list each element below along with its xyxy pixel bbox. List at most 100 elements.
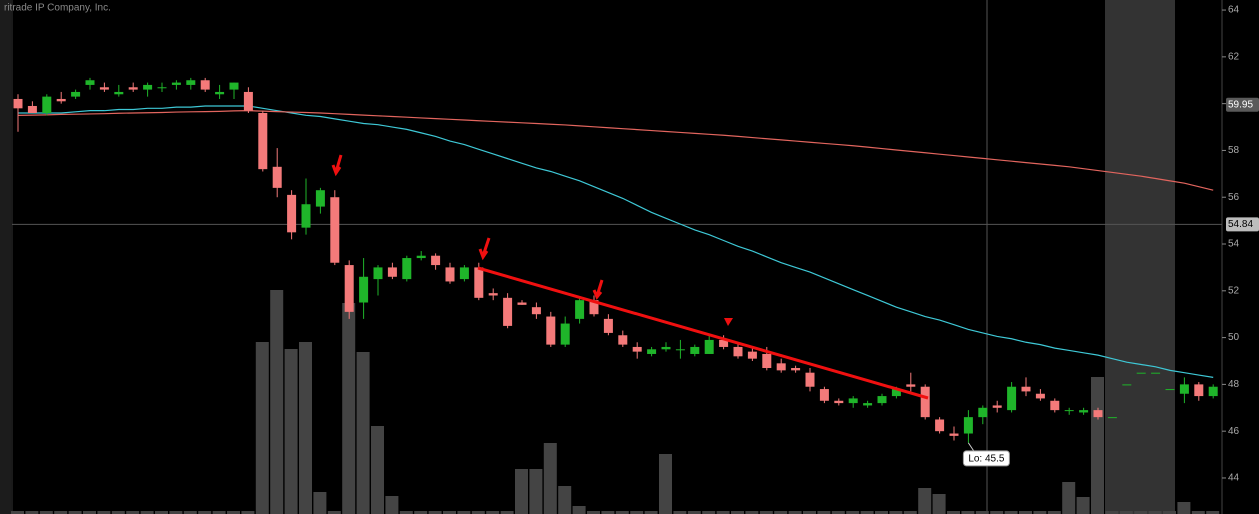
volume-bar xyxy=(659,454,672,514)
volume-bar xyxy=(687,511,701,514)
volume-bar xyxy=(83,511,96,514)
candle-body xyxy=(157,87,167,89)
candle-body xyxy=(503,297,513,326)
volume-bar xyxy=(11,511,24,514)
candle-body xyxy=(99,87,109,90)
volume-bar xyxy=(97,511,111,514)
y-tick-label: 44 xyxy=(1228,473,1240,484)
candle-body xyxy=(272,166,282,188)
candle-body xyxy=(128,87,138,90)
volume-bar xyxy=(111,511,125,514)
y-tick-label: 64 xyxy=(1228,5,1240,16)
annotations xyxy=(331,154,929,400)
volume-bar xyxy=(572,506,586,514)
volume-bar xyxy=(1047,511,1061,514)
price-label: 54.84 xyxy=(1228,219,1253,230)
volume-bar xyxy=(155,511,168,514)
watermark: ritrade IP Company, Inc. xyxy=(4,3,111,14)
volume-bar xyxy=(284,349,298,514)
volume-bar xyxy=(1091,377,1104,514)
candle-body xyxy=(431,255,441,266)
volume-bar xyxy=(860,511,874,514)
volume-bar xyxy=(270,290,284,514)
candle-body xyxy=(575,300,585,319)
volume-bar xyxy=(241,511,255,514)
candle-body xyxy=(1007,386,1017,411)
extended-hours-shade xyxy=(1105,0,1175,514)
candle-body xyxy=(1064,410,1074,412)
candle-body xyxy=(229,82,239,90)
volume-bar xyxy=(961,511,975,514)
arrow xyxy=(478,237,491,261)
candle-body xyxy=(690,346,700,354)
candle-body xyxy=(387,267,397,277)
candle-body xyxy=(906,384,916,387)
volume-bar xyxy=(558,486,572,514)
candle-body xyxy=(863,403,873,406)
volume-bar xyxy=(587,511,600,514)
volume-bar xyxy=(385,496,399,514)
volume-bar xyxy=(515,469,528,514)
volume-bar xyxy=(1019,511,1032,514)
candle-body xyxy=(1021,386,1031,392)
candle-body xyxy=(920,386,930,418)
candle-body xyxy=(215,91,225,95)
volume-bar xyxy=(54,511,68,514)
candle-body xyxy=(877,396,887,404)
volume-bar xyxy=(1062,482,1076,514)
candle-body xyxy=(647,349,657,354)
volume-bar xyxy=(615,511,629,514)
candle-body xyxy=(1179,384,1189,394)
volume-bar xyxy=(831,511,845,514)
moving-average xyxy=(18,105,1214,378)
candle-body xyxy=(704,339,714,354)
volume-bar xyxy=(788,511,802,514)
volume-bar xyxy=(875,511,888,514)
candle-body xyxy=(71,91,81,97)
volume-bar xyxy=(183,511,197,514)
candle-body xyxy=(762,353,772,369)
volume-bar xyxy=(443,511,456,514)
volume-bar xyxy=(731,511,744,514)
left-strip xyxy=(0,0,11,514)
volume-bar xyxy=(198,511,212,514)
candle-body xyxy=(416,255,426,259)
candle-body xyxy=(1208,386,1218,397)
candle-body xyxy=(488,293,498,296)
candle-body xyxy=(560,323,570,345)
candle-body xyxy=(27,105,37,114)
y-tick-label: 54 xyxy=(1228,239,1240,250)
arrow xyxy=(331,154,343,177)
y-tick-label: 62 xyxy=(1228,51,1240,62)
volume-bar xyxy=(342,303,356,514)
volume-bar xyxy=(1191,511,1205,514)
candle-body xyxy=(589,300,599,315)
candle-body xyxy=(258,113,268,170)
volume-bar xyxy=(529,469,543,514)
volume-bar xyxy=(486,511,500,514)
candle-body xyxy=(935,419,945,432)
candle-body xyxy=(805,372,815,387)
moving-average xyxy=(17,110,1214,191)
candle-body xyxy=(949,433,959,436)
candle-body xyxy=(402,258,412,280)
candle-body xyxy=(344,265,354,312)
volume-bar xyxy=(990,511,1004,514)
candle-body xyxy=(675,349,685,351)
volume-bar xyxy=(1163,511,1176,514)
candle-body xyxy=(632,346,642,352)
candle-body xyxy=(603,318,613,333)
candle-body xyxy=(963,417,973,434)
volume-bar xyxy=(399,511,413,514)
volume-bar xyxy=(299,342,312,514)
candle-body xyxy=(359,276,369,303)
low-label: Lo: 45.5 xyxy=(968,454,1005,465)
y-tick-label: 52 xyxy=(1228,285,1240,296)
candle-body xyxy=(1165,389,1175,391)
candle-body xyxy=(42,96,52,114)
candle-body xyxy=(459,267,469,280)
candle-body xyxy=(791,368,801,371)
volume-bar xyxy=(500,511,514,514)
candle-body xyxy=(891,389,901,397)
